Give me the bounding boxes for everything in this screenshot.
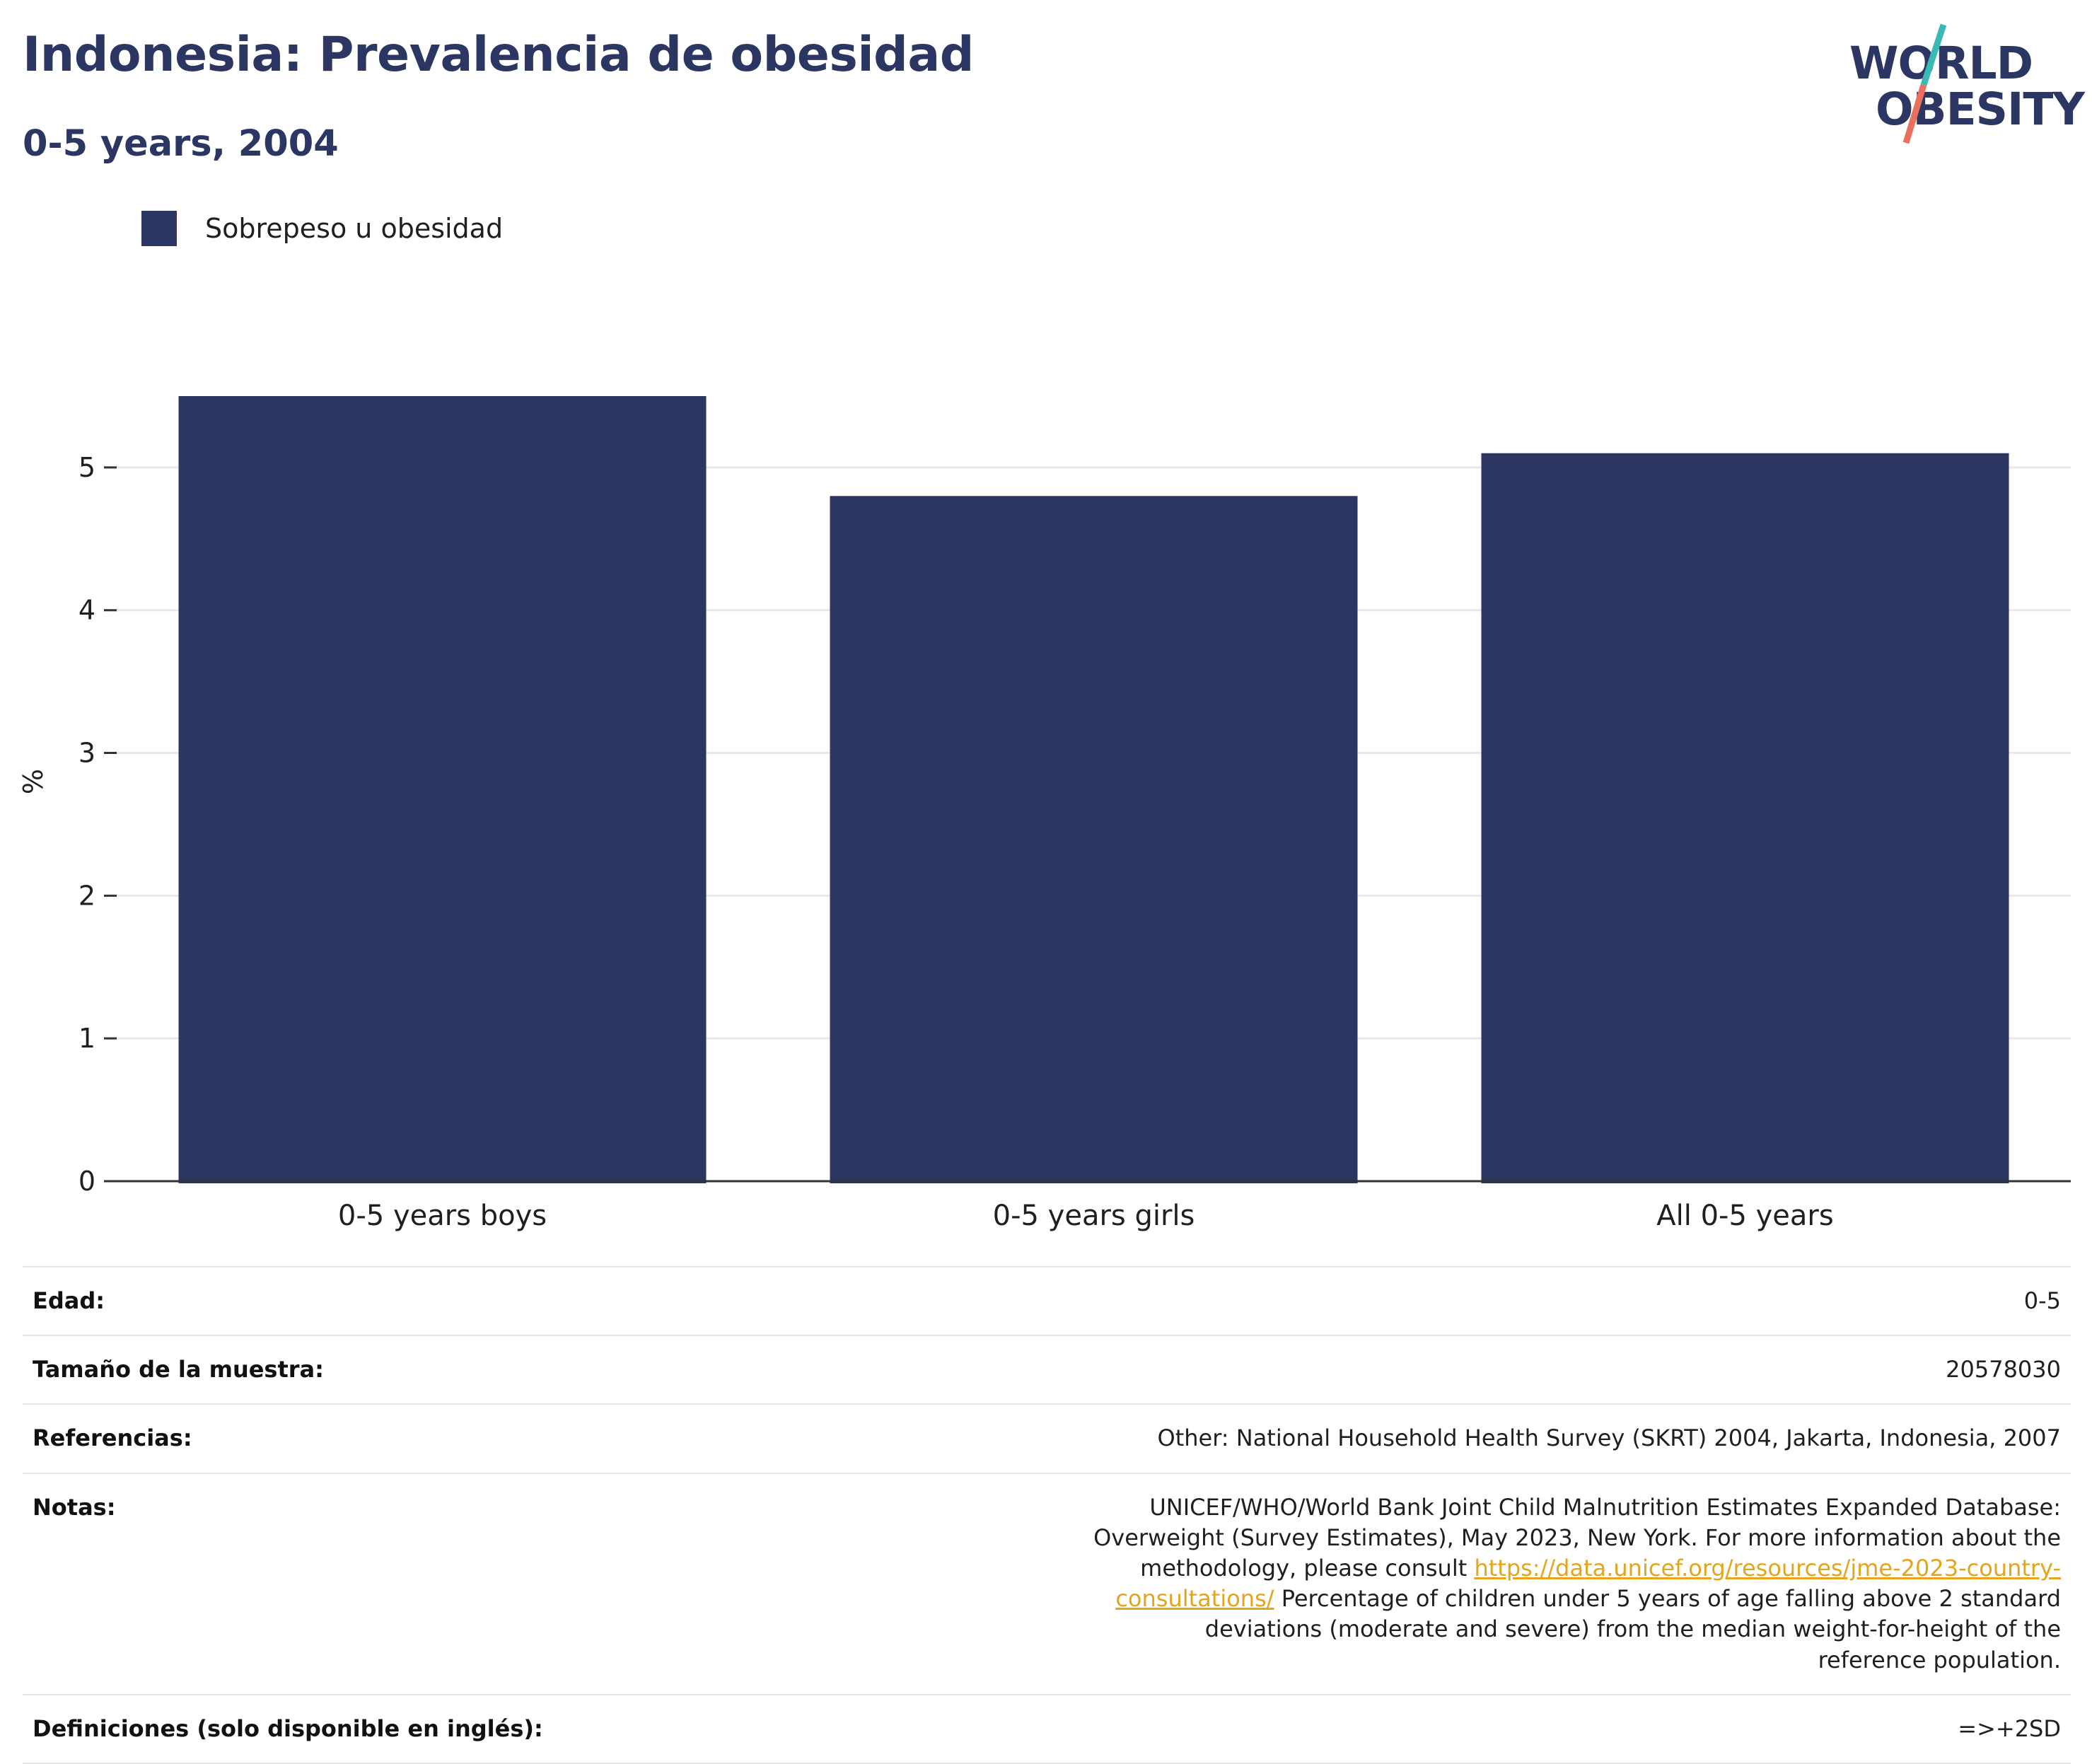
page-subtitle: 0-5 years, 2004 <box>23 123 339 165</box>
x-tick-label: 0-5 years boys <box>338 1200 547 1232</box>
world-obesity-logo: WORLD OBESITY <box>1839 21 2085 149</box>
info-table: Edad: 0-5 Tamaño de la muestra: 20578030… <box>23 1265 2071 1764</box>
x-tick-label: 0-5 years girls <box>993 1200 1195 1232</box>
info-label: Tamaño de la muestra: <box>23 1335 553 1405</box>
y-tick-labels: 0 1 2 3 4 5 <box>79 452 117 1197</box>
legend-swatch <box>141 211 177 246</box>
info-label: Referencias: <box>23 1403 553 1474</box>
info-row-references: Referencias: Other: National Household H… <box>23 1403 2071 1474</box>
methodology-link[interactable]: https://data.unicef.org/resources/jme-20… <box>1115 1554 2061 1613</box>
info-row-notes: Notas: UNICEF/WHO/World Bank Joint Child… <box>23 1472 2071 1695</box>
info-row-age: Edad: 0-5 <box>23 1265 2071 1337</box>
logo-line1: WORLD <box>1849 37 2033 89</box>
y-tick-label: 2 <box>79 880 95 911</box>
info-value: Other: National Household Health Survey … <box>552 1403 2071 1474</box>
x-tick-labels: 0-5 years boys 0-5 years girls All 0-5 yea… <box>338 1200 1834 1232</box>
info-label: Definiciones (solo disponible en inglés)… <box>23 1693 553 1764</box>
logo-slash-icon <box>1902 23 1947 144</box>
info-label: Notas: <box>23 1472 553 1695</box>
info-value: 0-5 <box>552 1265 2071 1337</box>
legend-label: Sobrepeso u obesidad <box>205 213 504 244</box>
info-value: UNICEF/WHO/World Bank Joint Child Malnut… <box>552 1472 2071 1695</box>
chart-legend: Sobrepeso u obesidad <box>141 211 503 246</box>
info-value: 20578030 <box>552 1335 2071 1405</box>
y-tick-label: 0 <box>79 1166 95 1197</box>
bars <box>178 396 2009 1183</box>
bar-chart: 0 1 2 3 4 5 0-5 years boys 0-5 years girls All … <box>18 396 2071 1232</box>
info-row-definitions: Definiciones (solo disponible en inglés)… <box>23 1693 2071 1764</box>
notes-text-after: Percentage of children under 5 years of … <box>1204 1585 2061 1673</box>
y-tick-label: 4 <box>79 595 95 626</box>
bar <box>178 396 707 1183</box>
x-tick-label: All 0-5 years <box>1656 1200 1833 1232</box>
info-row-sample-size: Tamaño de la muestra: 20578030 <box>23 1335 2071 1405</box>
y-tick-label: 3 <box>79 738 95 769</box>
bar <box>1481 453 2009 1183</box>
y-tick-label: 1 <box>79 1023 95 1054</box>
info-label: Edad: <box>23 1265 553 1337</box>
y-axis-label: % <box>18 769 49 794</box>
notes-text-before: UNICEF/WHO/World Bank Joint Child Malnut… <box>1093 1493 2061 1582</box>
y-tick-label: 5 <box>79 452 95 483</box>
page-title: Indonesia: Prevalencia de obesidad <box>23 27 974 83</box>
info-value: =>+2SD <box>552 1693 2071 1764</box>
bar <box>830 496 1358 1183</box>
